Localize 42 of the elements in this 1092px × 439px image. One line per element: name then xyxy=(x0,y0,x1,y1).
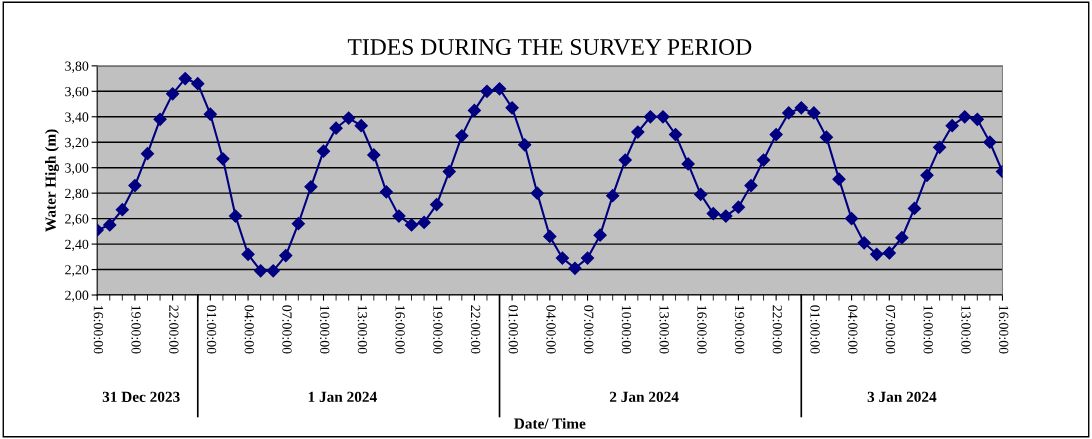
x-tick-label: 04:00:00 xyxy=(546,305,556,354)
y-axis-title: Water High (m) xyxy=(45,129,59,232)
y-tick-label: 2,60 xyxy=(65,214,89,226)
x-tick-label: 16:00:00 xyxy=(395,305,405,354)
x-tick-label: 04:00:00 xyxy=(244,305,254,354)
y-tick-label: 2,40 xyxy=(65,239,89,252)
x-axis-title: Date/ Time xyxy=(514,418,586,429)
x-tick-label: 16:00:00 xyxy=(697,305,707,354)
x-tick-label: 19:00:00 xyxy=(433,305,443,354)
y-tick-label: 3,20 xyxy=(65,137,89,150)
text: 3 Jan 2024 xyxy=(867,391,937,403)
x-tick-label: 01:00:00 xyxy=(206,305,217,354)
y-tick-label: 3,40 xyxy=(65,112,89,124)
x-tick-label: 22:00:00 xyxy=(470,305,481,354)
y-tick-label: 2,20 xyxy=(65,265,89,277)
text: 1 Jan 2024 xyxy=(308,391,377,403)
x-tick-label: 19:00:00 xyxy=(131,305,141,354)
x-tick-label: 22:00:00 xyxy=(169,305,179,354)
x-tick-label: 07:00:00 xyxy=(282,305,292,354)
x-tick-label: 04:00:00 xyxy=(848,305,858,354)
y-tick-label: 3,00 xyxy=(65,163,89,175)
y-tick-label: 2,00 xyxy=(65,290,89,302)
text: 31 Dec 2023 xyxy=(102,391,180,403)
chart-title: TIDES DURING THE SURVEY PERIOD xyxy=(347,39,752,56)
x-tick-label: 13:00:00 xyxy=(961,305,971,354)
x-tick-label: 10:00:00 xyxy=(923,305,933,354)
x-tick-label: 10:00:00 xyxy=(319,305,330,354)
x-tick-label: 16:00:00 xyxy=(93,305,104,354)
x-tick-label: 16:00:00 xyxy=(998,305,1009,354)
y-tick-label: 3,60 xyxy=(65,86,89,99)
text: 2 Jan 2024 xyxy=(609,391,679,403)
x-tick-label: 10:00:00 xyxy=(621,305,632,354)
x-tick-label: 19:00:00 xyxy=(734,305,745,354)
x-tick-label: 01:00:00 xyxy=(508,305,518,354)
x-tick-label: 22:00:00 xyxy=(772,305,783,354)
x-tick-label: 07:00:00 xyxy=(885,305,896,354)
x-tick-label: 07:00:00 xyxy=(584,305,594,354)
y-tick-label: 3,80 xyxy=(65,61,89,73)
y-tick-label: 2,80 xyxy=(65,188,89,201)
x-tick-label: 01:00:00 xyxy=(810,305,820,354)
x-tick-label: 13:00:00 xyxy=(357,305,368,354)
x-tick-label: 13:00:00 xyxy=(659,305,669,354)
